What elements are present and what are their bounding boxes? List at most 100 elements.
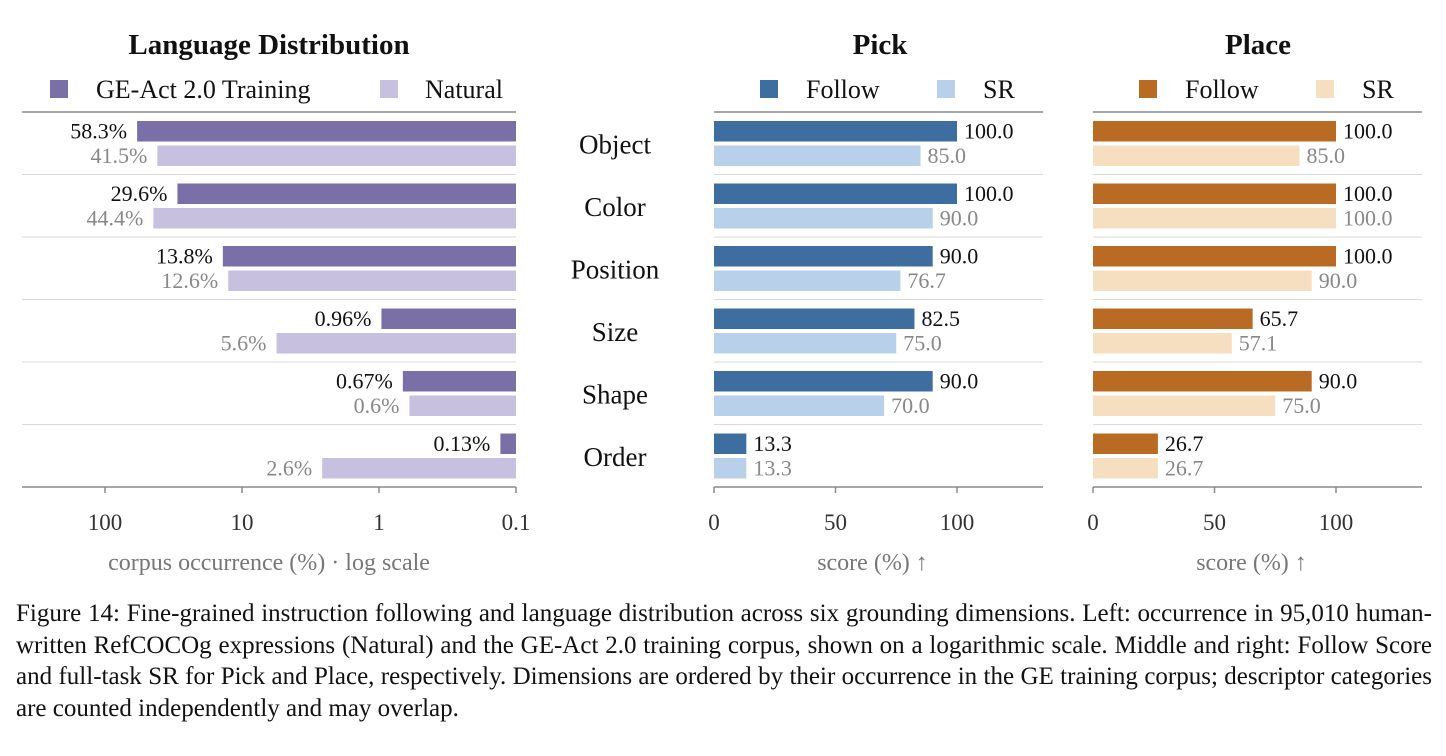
category-label-4: Shape [582, 379, 648, 409]
category-label-2: Position [571, 254, 660, 284]
bar-2-1-1 [1093, 208, 1336, 229]
bar-2-4-0 [1093, 371, 1312, 392]
bar-2-5-1 [1093, 458, 1158, 479]
x-axis-label-1: score (%) ↑ [817, 550, 928, 576]
x-tick-label-2-1: 50 [1203, 510, 1226, 535]
figure: Language Distribution GE-Act 2.0 Training… [22, 29, 1422, 576]
value-label-2-1-1: 100.0 [1343, 206, 1393, 231]
value-label-0-0-0: 58.3% [70, 119, 127, 144]
bar-2-4-1 [1093, 395, 1276, 416]
x-axis-label-2: score (%) ↑ [1196, 550, 1307, 576]
x-tick-label-2-0: 0 [1087, 510, 1099, 535]
value-label-2-4-1: 75.0 [1282, 393, 1321, 418]
bar-1-2-0 [714, 246, 933, 267]
legend-label-1-0: Follow [806, 75, 880, 104]
bar-0-3-0 [381, 308, 516, 329]
value-label-2-2-0: 100.0 [1343, 244, 1393, 269]
value-label-1-4-1: 70.0 [891, 393, 930, 418]
value-label-0-5-0: 0.13% [434, 431, 491, 456]
bar-2-2-0 [1093, 246, 1336, 267]
figure-caption: Figure 14: Fine-grained instruction foll… [16, 600, 1432, 722]
bar-0-0-0 [137, 121, 517, 142]
legend-swatch-0-0 [50, 80, 68, 98]
value-label-2-1-0: 100.0 [1343, 181, 1393, 206]
category-label-1: Color [584, 192, 646, 222]
bar-0-5-1 [322, 458, 516, 479]
bar-1-5-1 [714, 458, 747, 479]
value-label-1-0-0: 100.0 [964, 119, 1014, 144]
value-label-2-4-0: 90.0 [1319, 369, 1358, 394]
bar-1-0-0 [714, 121, 957, 142]
bar-0-1-1 [153, 208, 516, 229]
bar-2-1-0 [1093, 183, 1336, 204]
category-label-0: Object [579, 129, 651, 159]
legend-label-2-1: SR [1362, 75, 1394, 104]
value-label-0-1-0: 29.6% [111, 181, 168, 206]
value-label-0-0-1: 41.5% [90, 143, 147, 168]
value-label-2-0-1: 85.0 [1307, 143, 1346, 168]
legend-swatch-1-1 [937, 80, 955, 98]
bar-1-0-1 [714, 145, 921, 166]
value-label-0-5-1: 2.6% [266, 456, 312, 481]
x-tick-label-1-0: 0 [708, 510, 720, 535]
legend-label-0-0: GE-Act 2.0 Training [96, 75, 311, 104]
value-label-2-5-1: 26.7 [1165, 456, 1204, 481]
legend-label-1-1: SR [983, 75, 1015, 104]
bar-2-2-1 [1093, 270, 1312, 291]
value-label-1-2-0: 90.0 [940, 244, 979, 269]
value-label-1-5-0: 13.3 [753, 431, 792, 456]
bar-0-2-0 [222, 246, 517, 267]
x-tick-label-1-2: 100 [940, 510, 975, 535]
bar-2-0-0 [1093, 121, 1336, 142]
value-label-1-1-0: 100.0 [964, 181, 1014, 206]
value-label-1-0-1: 85.0 [928, 143, 967, 168]
x-axis-label-0: corpus occurrence (%) · log scale [108, 550, 430, 576]
panel-title-0: Language Distribution [128, 29, 409, 61]
bar-1-1-0 [714, 183, 957, 204]
value-label-1-2-1: 76.7 [907, 268, 946, 293]
x-tick-label-0-3: 0.1 [502, 510, 531, 535]
bar-2-3-1 [1093, 333, 1232, 354]
value-label-1-4-0: 90.0 [940, 369, 979, 394]
bar-0-4-1 [409, 395, 516, 416]
panel-title-2: Place [1225, 29, 1291, 61]
value-label-1-3-1: 75.0 [903, 331, 942, 356]
bar-1-3-0 [714, 308, 915, 329]
bar-1-4-1 [714, 395, 885, 416]
legend-label-2-0: Follow [1185, 75, 1259, 104]
bar-1-5-0 [714, 433, 747, 454]
bar-0-4-0 [402, 371, 516, 392]
bar-0-1-0 [177, 183, 516, 204]
value-label-0-2-0: 13.8% [156, 244, 213, 269]
bar-1-4-0 [714, 371, 933, 392]
bar-0-2-1 [228, 270, 516, 291]
value-label-2-2-1: 90.0 [1319, 268, 1358, 293]
x-tick-label-0-2: 1 [373, 510, 385, 535]
legend-swatch-0-1 [380, 80, 398, 98]
value-label-0-3-0: 0.96% [315, 306, 372, 331]
value-label-1-1-1: 90.0 [940, 206, 979, 231]
value-label-0-2-1: 12.6% [161, 268, 218, 293]
bar-0-0-1 [157, 145, 517, 166]
bar-1-1-1 [714, 208, 933, 229]
legend-swatch-2-1 [1316, 80, 1334, 98]
bar-0-3-1 [276, 333, 516, 354]
bar-0-5-0 [500, 433, 516, 454]
value-label-0-4-1: 0.6% [354, 393, 400, 418]
bar-1-3-1 [714, 333, 897, 354]
category-label-5: Order [584, 442, 647, 472]
value-label-1-5-1: 13.3 [753, 456, 792, 481]
value-label-2-0-0: 100.0 [1343, 119, 1393, 144]
category-label-3: Size [592, 317, 639, 347]
value-label-0-1-1: 44.4% [86, 206, 143, 231]
x-tick-label-1-1: 50 [824, 510, 847, 535]
value-label-0-4-0: 0.67% [336, 369, 393, 394]
value-label-2-3-0: 65.7 [1260, 306, 1299, 331]
legend-label-0-1: Natural [425, 75, 503, 104]
bar-2-3-0 [1093, 308, 1253, 329]
bar-1-2-1 [714, 270, 901, 291]
value-label-2-3-1: 57.1 [1239, 331, 1278, 356]
value-label-0-3-1: 5.6% [221, 331, 267, 356]
value-label-2-5-0: 26.7 [1165, 431, 1204, 456]
x-tick-label-0-0: 100 [88, 510, 123, 535]
